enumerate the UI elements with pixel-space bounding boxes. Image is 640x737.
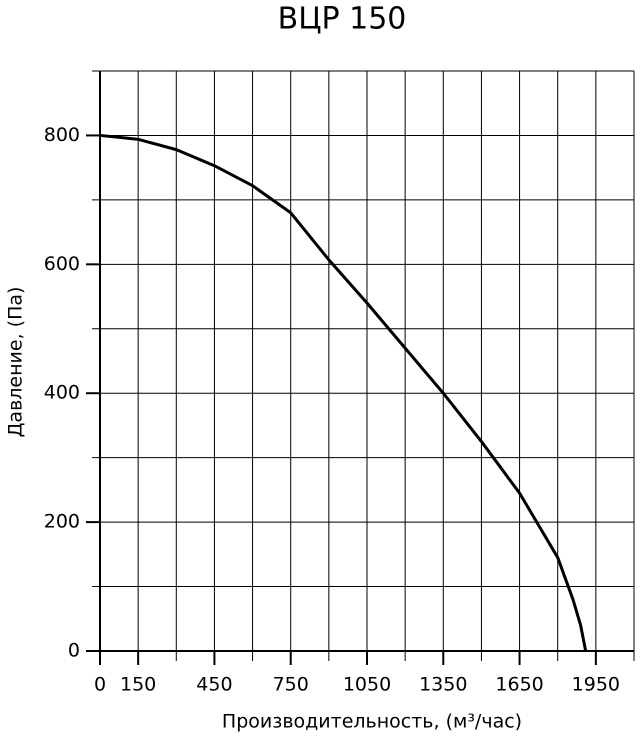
x-tick-label: 1950 — [572, 674, 620, 696]
x-tick-label: 1650 — [495, 674, 543, 696]
x-tick-label: 450 — [196, 674, 232, 696]
chart-title: ВЦР 150 — [278, 2, 407, 37]
x-tick-label: 0 — [94, 674, 106, 696]
y-tick-label: 400 — [44, 382, 80, 404]
y-tick-label: 800 — [44, 124, 80, 146]
x-tick-label: 150 — [120, 674, 156, 696]
x-tick-label: 750 — [273, 674, 309, 696]
x-tick-label: 1350 — [419, 674, 467, 696]
curve — [99, 133, 588, 652]
y-tick-label: 200 — [44, 511, 80, 533]
y-tick-label: 600 — [44, 253, 80, 275]
y-tick-label: 0 — [68, 640, 80, 662]
y-axis-label: Давление, (Па) — [5, 287, 27, 438]
x-tick-label: 1050 — [343, 674, 391, 696]
x-axis-label: Производительность, (м³/час) — [222, 711, 522, 733]
